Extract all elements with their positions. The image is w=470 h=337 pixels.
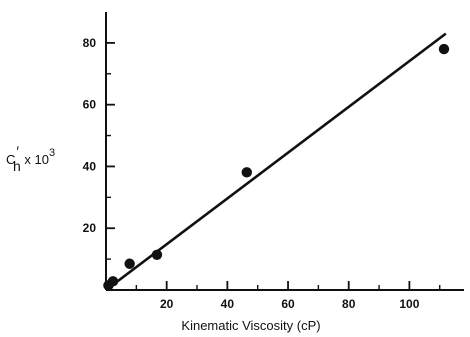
data-point [124, 258, 135, 269]
x-tick-label: 80 [342, 297, 356, 311]
y-axis-title-prime: ′ [16, 143, 19, 159]
data-point [107, 276, 119, 287]
fit-line [105, 32, 447, 292]
y-axis-title-superscript: 3 [49, 147, 55, 159]
y-tick-label: 60 [83, 98, 97, 112]
y-tick-label: 80 [83, 36, 97, 50]
x-axis-title: Kinematic Viscosity (cP) [181, 318, 320, 333]
x-tick-label: 20 [160, 297, 174, 311]
y-axis-title-suffix: x 10 [21, 152, 49, 167]
data-point [151, 249, 163, 260]
x-tick-label: 60 [281, 297, 295, 311]
axes [105, 12, 464, 291]
axis-ticks [106, 41, 441, 290]
y-tick-label: 40 [83, 159, 97, 173]
plot-area [103, 32, 450, 292]
y-axis-title-main: C [6, 152, 15, 167]
y-axis-title-subscript: h [13, 158, 21, 174]
data-point [241, 167, 252, 178]
y-axis-title: C′ h x 103 [6, 143, 55, 174]
data-point [438, 43, 450, 55]
x-tick-label: 100 [399, 297, 419, 311]
y-tick-label: 20 [83, 221, 97, 235]
x-tick-label: 40 [221, 297, 235, 311]
tick-labels: 20 40 60 80 100 20 40 60 80 [83, 36, 420, 311]
